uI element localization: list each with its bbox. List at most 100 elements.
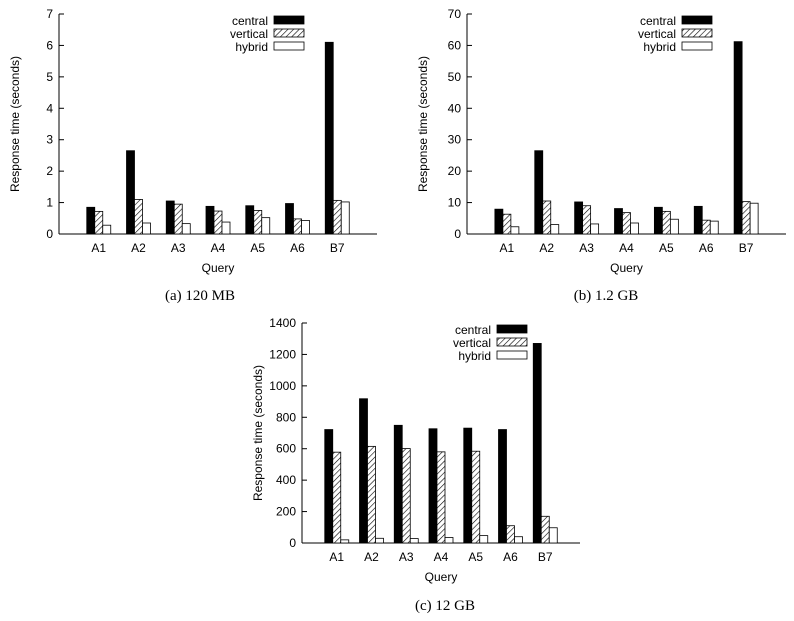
bar-vertical-A4 <box>213 210 223 235</box>
legend-swatch-vertical <box>496 337 528 347</box>
bar-central-A3 <box>574 201 584 235</box>
y-tick-label: 2 <box>46 164 53 178</box>
legend-label-hybrid: hybrid <box>643 40 676 54</box>
y-tick-label: 600 <box>276 442 296 456</box>
bar-hybrid-A1 <box>510 226 520 235</box>
bar-hybrid-A6 <box>514 536 523 544</box>
bar-vertical-A4 <box>622 212 631 235</box>
bar-central-B7 <box>532 343 542 544</box>
y-axis-label: Response time (seconds) <box>251 365 265 501</box>
x-axis-label: Query <box>610 261 643 275</box>
bar-central-A3 <box>165 200 175 235</box>
x-tick-label: B7 <box>538 550 553 564</box>
legend-label-vertical: vertical <box>230 27 268 41</box>
bar-vertical-A6 <box>701 219 711 235</box>
bar-hybrid-A4 <box>444 537 454 544</box>
y-tick-label: 0 <box>454 227 461 241</box>
x-tick-label: A6 <box>503 550 518 564</box>
y-tick-label: 30 <box>448 133 462 147</box>
x-tick-label: B7 <box>739 241 754 255</box>
bar-central-B7 <box>324 41 334 235</box>
bar-central-A6 <box>285 203 294 235</box>
x-tick-label: A3 <box>171 241 186 255</box>
x-tick-label: A4 <box>619 241 634 255</box>
bar-central-B7 <box>733 41 743 235</box>
legend-swatch-vertical <box>681 28 713 38</box>
x-tick-label: A6 <box>699 241 714 255</box>
y-tick-label: 10 <box>448 196 462 210</box>
bar-hybrid-A2 <box>142 222 151 235</box>
bar-hybrid-A6 <box>301 220 310 235</box>
bar-hybrid-A1 <box>102 224 112 235</box>
bar-vertical-A3 <box>173 203 183 235</box>
y-tick-label: 200 <box>276 505 296 519</box>
x-tick-label: A4 <box>434 550 449 564</box>
bar-vertical-B7 <box>741 201 751 235</box>
chart-caption: (b) 1.2 GB <box>574 288 639 304</box>
y-tick-label: 20 <box>448 164 462 178</box>
y-tick-label: 1400 <box>269 316 296 330</box>
bar-hybrid-A3 <box>181 223 191 235</box>
y-tick-label: 40 <box>448 101 462 115</box>
legend-label-central: central <box>640 14 676 28</box>
bar-vertical-B7 <box>332 199 342 235</box>
bar-hybrid-B7 <box>548 527 558 544</box>
bar-central-A4 <box>428 428 438 544</box>
y-tick-label: 1 <box>46 196 53 210</box>
y-axis-label: Response time (seconds) <box>416 56 430 192</box>
y-tick-label: 0 <box>289 536 296 550</box>
bar-vertical-A5 <box>253 210 263 235</box>
bar-hybrid-B7 <box>340 201 350 235</box>
bar-hybrid-A4 <box>221 221 231 235</box>
legend-label-central: central <box>455 323 491 337</box>
bar-vertical-A5 <box>661 210 671 235</box>
y-tick-label: 400 <box>276 473 296 487</box>
bar-central-A4 <box>205 205 215 235</box>
bar-central-A4 <box>614 208 623 235</box>
x-tick-label: A2 <box>539 241 554 255</box>
bar-vertical-A4 <box>436 451 446 544</box>
y-tick-label: 4 <box>46 101 53 115</box>
bar-hybrid-A6 <box>709 220 719 235</box>
legend-swatch-vertical <box>273 28 305 38</box>
bar-central-A3 <box>393 424 403 544</box>
bar-vertical-A5 <box>471 450 481 544</box>
y-tick-label: 0 <box>46 227 53 241</box>
bar-hybrid-A4 <box>630 222 639 235</box>
legend-swatch-central <box>273 15 305 25</box>
bar-central-A1 <box>86 206 96 235</box>
y-axis-label: Response time (seconds) <box>8 56 22 192</box>
x-tick-label: A1 <box>91 241 106 255</box>
bar-vertical-A1 <box>94 210 104 235</box>
bar-hybrid-A5 <box>669 218 679 235</box>
y-tick-label: 3 <box>46 133 53 147</box>
legend-label-hybrid: hybrid <box>235 40 268 54</box>
bar-central-A6 <box>498 429 507 544</box>
x-tick-label: A3 <box>399 550 414 564</box>
y-tick-label: 50 <box>448 70 462 84</box>
x-tick-label: A2 <box>364 550 379 564</box>
bar-central-A1 <box>494 208 504 235</box>
bar-vertical-A3 <box>401 448 411 544</box>
legend-label-vertical: vertical <box>453 336 491 350</box>
bar-hybrid-A2 <box>375 537 384 544</box>
y-tick-label: 60 <box>448 38 462 52</box>
bar-vertical-A3 <box>582 205 592 235</box>
x-tick-label: A5 <box>659 241 674 255</box>
x-tick-label: A1 <box>329 550 344 564</box>
y-tick-label: 1000 <box>269 379 296 393</box>
bar-central-A5 <box>245 205 255 235</box>
legend-swatch-hybrid <box>681 41 713 51</box>
bar-vertical-A1 <box>502 213 512 235</box>
bar-central-A2 <box>359 398 368 544</box>
bar-central-A5 <box>653 206 663 235</box>
y-tick-label: 7 <box>46 7 53 21</box>
x-tick-label: B7 <box>330 241 345 255</box>
bar-vertical-A1 <box>332 451 342 544</box>
bar-hybrid-A2 <box>550 224 560 235</box>
legend-swatch-hybrid <box>273 41 305 51</box>
chart-b: 0 10 20 30 40 50 60 70 A1 A2 A3 A4 A5 A6 B7 Query Respon… <box>416 7 786 304</box>
bar-vertical-A2 <box>367 445 376 544</box>
chart-caption: (a) 120 MB <box>165 288 235 304</box>
